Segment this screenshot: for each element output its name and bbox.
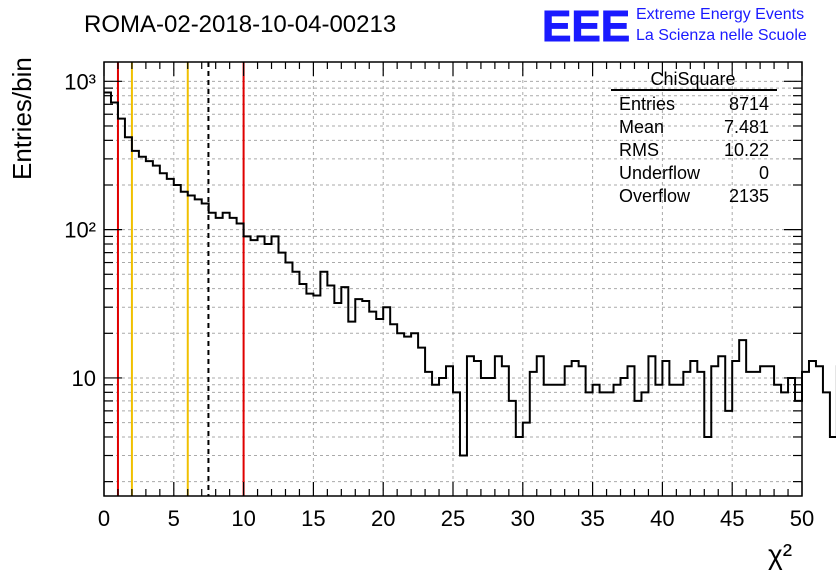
y-tick-label: 10 bbox=[72, 366, 96, 391]
stats-box: ChiSquare Entries 8714 Mean 7.481 RMS 10.22 Un… bbox=[611, 69, 777, 206]
x-tick-label: 0 bbox=[98, 506, 110, 531]
stats-title: ChiSquare bbox=[650, 69, 735, 89]
logo-mark: EEE bbox=[542, 2, 630, 51]
x-tick-label: 15 bbox=[301, 506, 325, 531]
x-axis-title: χ² bbox=[768, 539, 792, 570]
x-tick-label: 30 bbox=[511, 506, 535, 531]
x-tick-label: 25 bbox=[441, 506, 465, 531]
x-tick-label: 45 bbox=[720, 506, 744, 531]
stats-value: 0 bbox=[759, 163, 769, 183]
x-tick-labels: 0 5 10 15 20 25 30 35 40 45 50 bbox=[98, 506, 814, 531]
stats-label: Underflow bbox=[619, 163, 701, 183]
run-title: ROMA-02-2018-10-04-00213 bbox=[84, 11, 396, 38]
x-tick-label: 20 bbox=[371, 506, 395, 531]
stats-label: RMS bbox=[619, 140, 659, 160]
y-tick-label: 10² bbox=[64, 218, 96, 243]
histogram-series bbox=[104, 91, 836, 457]
logo-line-1: Extreme Energy Events bbox=[636, 6, 804, 23]
stats-value: 2135 bbox=[729, 186, 769, 206]
logo-line-2: La Scienza nelle Scuole bbox=[636, 27, 807, 44]
x-tick-label: 10 bbox=[231, 506, 255, 531]
eee-logo: EEE Extreme Energy Events La Scienza nel… bbox=[542, 2, 807, 52]
stats-value: 8714 bbox=[729, 94, 769, 114]
y-tick-label: 10³ bbox=[64, 69, 96, 94]
reference-lines bbox=[116, 62, 245, 496]
x-tick-label: 40 bbox=[650, 506, 674, 531]
axis-ticks bbox=[103, 62, 803, 496]
stats-label: Entries bbox=[619, 94, 675, 114]
y-tick-labels: 10 10² 10³ bbox=[64, 69, 96, 391]
x-tick-label: 35 bbox=[580, 506, 604, 531]
stats-label: Mean bbox=[619, 117, 664, 137]
stats-value: 10.22 bbox=[724, 140, 769, 160]
x-tick-label: 5 bbox=[168, 506, 180, 531]
stats-value: 7.481 bbox=[724, 117, 769, 137]
y-axis-title: Entries/bin bbox=[7, 57, 37, 180]
stats-label: Overflow bbox=[619, 186, 691, 206]
x-tick-label: 50 bbox=[790, 506, 814, 531]
